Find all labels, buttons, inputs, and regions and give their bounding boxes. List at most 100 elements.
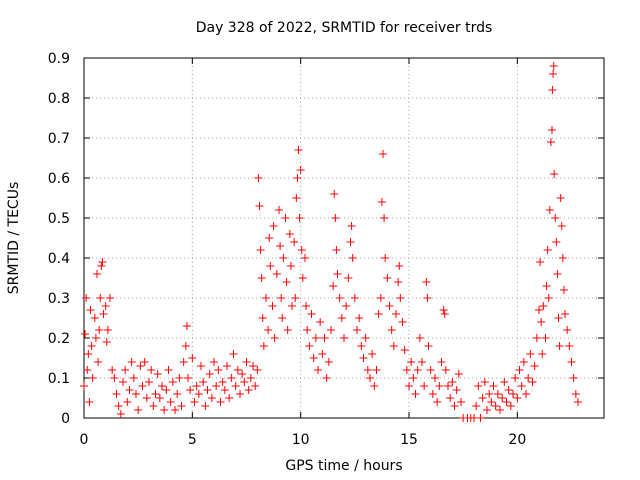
y-tick-label: 0.8	[48, 91, 70, 107]
y-tick-label: 0.3	[48, 291, 70, 307]
data-point	[240, 378, 249, 386]
data-point	[94, 358, 103, 366]
data-point	[546, 138, 555, 146]
data-point	[286, 262, 295, 270]
data-point	[102, 338, 111, 346]
data-point	[396, 294, 405, 302]
data-point	[295, 214, 304, 222]
data-point	[279, 254, 288, 262]
data-point	[80, 382, 88, 390]
data-point	[353, 326, 361, 334]
data-point	[541, 334, 550, 342]
data-point	[82, 294, 91, 302]
data-point	[112, 390, 121, 398]
data-point	[246, 374, 255, 382]
data-point	[264, 326, 273, 334]
data-point	[532, 334, 541, 342]
data-point	[552, 238, 561, 246]
data-point	[493, 390, 502, 398]
data-point	[569, 374, 578, 382]
data-point	[85, 398, 94, 406]
data-point	[370, 382, 379, 390]
data-point	[524, 374, 533, 382]
data-point	[127, 358, 136, 366]
data-point	[87, 342, 96, 350]
data-point	[296, 166, 305, 174]
data-point	[537, 318, 546, 326]
data-point	[177, 402, 186, 410]
data-point	[123, 398, 132, 406]
data-point	[407, 358, 416, 366]
data-point	[536, 258, 545, 266]
data-point	[229, 350, 238, 358]
data-point	[437, 358, 446, 366]
data-point	[374, 310, 383, 318]
data-point	[282, 278, 291, 286]
data-point	[500, 378, 509, 386]
data-point	[140, 358, 149, 366]
data-point	[266, 262, 275, 270]
data-point	[138, 382, 147, 390]
data-point	[147, 366, 156, 374]
data-point	[472, 402, 481, 410]
y-tick-label: 0.5	[48, 211, 70, 227]
data-point	[153, 370, 162, 378]
data-point	[544, 294, 553, 302]
data-point	[333, 270, 342, 278]
data-point	[238, 370, 247, 378]
x-tick-label: 15	[400, 432, 418, 448]
data-point	[557, 222, 566, 230]
data-point	[402, 366, 411, 374]
data-point	[435, 382, 444, 390]
data-point	[186, 386, 195, 394]
data-point	[175, 374, 184, 382]
data-point	[225, 394, 234, 402]
data-point	[101, 302, 110, 310]
data-point	[188, 354, 197, 362]
data-point	[171, 406, 179, 414]
data-point	[348, 254, 357, 262]
data-point	[84, 350, 93, 358]
data-point	[538, 350, 547, 358]
data-point	[201, 402, 210, 410]
data-point	[255, 202, 264, 210]
data-point	[549, 70, 558, 78]
data-point	[574, 398, 582, 406]
data-point	[522, 390, 530, 398]
data-point	[108, 366, 117, 374]
data-point	[509, 390, 517, 398]
data-point	[281, 214, 290, 222]
data-point	[457, 398, 465, 406]
x-tick-label: 0	[80, 432, 89, 448]
data-point	[423, 294, 432, 302]
data-point	[480, 378, 489, 386]
data-point	[244, 386, 253, 394]
data-point	[309, 354, 318, 362]
data-point	[132, 390, 140, 398]
data-point	[297, 246, 306, 254]
data-point	[389, 342, 398, 350]
data-point	[192, 382, 201, 390]
data-point	[327, 326, 335, 334]
data-point	[517, 382, 526, 390]
data-point	[561, 310, 569, 318]
data-point	[444, 382, 452, 390]
data-point	[103, 326, 112, 334]
x-tick-label: 5	[188, 432, 197, 448]
data-point	[361, 334, 370, 342]
data-point	[496, 406, 504, 414]
data-point	[324, 358, 333, 366]
data-point	[302, 302, 311, 310]
data-point	[409, 374, 418, 382]
data-point	[558, 254, 567, 262]
data-point	[86, 306, 95, 314]
data-point	[294, 146, 303, 154]
data-point	[346, 238, 355, 246]
y-tick-label: 0.2	[48, 331, 70, 347]
data-points	[80, 62, 582, 422]
data-point	[553, 270, 562, 278]
data-point	[335, 294, 344, 302]
data-point	[96, 294, 105, 302]
data-point	[283, 326, 292, 334]
data-point	[293, 174, 302, 182]
